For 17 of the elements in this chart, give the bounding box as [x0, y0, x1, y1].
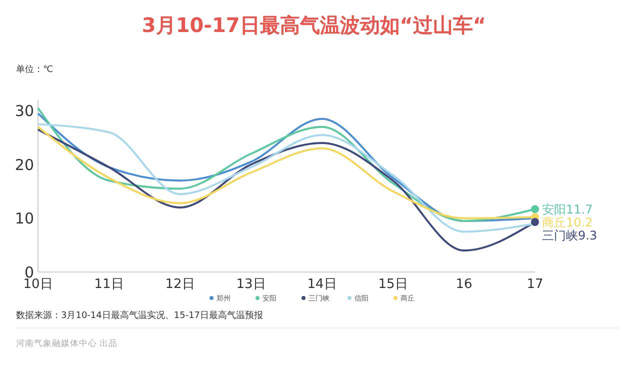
y-tick-label: 20: [14, 156, 34, 174]
x-tick-label: 13日: [236, 277, 266, 292]
x-tick-label: 14日: [307, 277, 337, 292]
text: 商丘10.2: [542, 215, 593, 230]
y-tick-label: 10: [14, 210, 34, 228]
x-tick-label: 17: [526, 277, 544, 292]
text: 安阳11.7: [542, 202, 593, 216]
chart-title: 3月10-17日最高气温波动如“过山车“: [142, 13, 486, 37]
text: 河南气象融媒体中心 出品: [16, 338, 118, 349]
y-tick-label: 30: [14, 102, 34, 120]
x-tick-label: 12日: [165, 277, 195, 292]
x-tick-label: 15日: [378, 277, 408, 292]
x-tick-label: 16: [456, 277, 472, 292]
text: 三门峡9.3: [542, 228, 598, 242]
x-tick-label: 11日: [94, 277, 124, 292]
y-axis-title: 单位：℃: [16, 64, 54, 75]
source-note: 数据来源：3月10-14日最高气温实况、15-17日最高气温预报: [16, 310, 264, 321]
